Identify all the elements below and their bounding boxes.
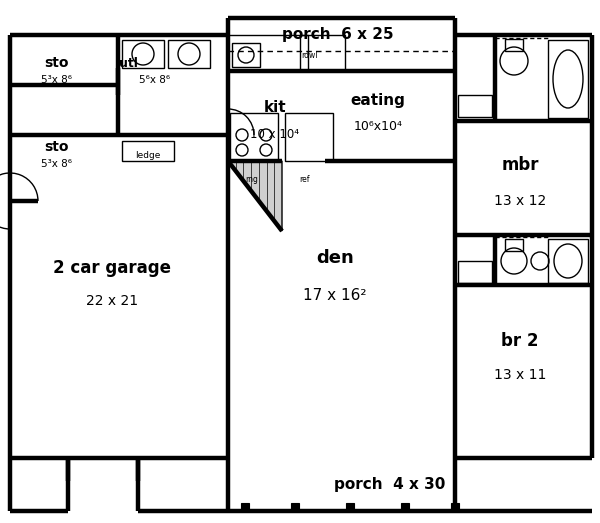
Text: rng: rng — [245, 175, 259, 184]
Text: ledge: ledge — [136, 152, 161, 161]
Polygon shape — [228, 161, 282, 231]
Text: kit: kit — [263, 100, 286, 116]
Text: eating: eating — [350, 94, 406, 108]
Text: 17 x 16²: 17 x 16² — [303, 288, 367, 302]
Bar — [451, 503, 459, 511]
Text: 13 x 12: 13 x 12 — [494, 194, 546, 208]
Text: 5⁶x 8⁶: 5⁶x 8⁶ — [139, 75, 170, 85]
Bar — [168, 40, 210, 68]
Bar — [285, 113, 333, 161]
Bar — [458, 95, 492, 117]
Text: 10 x 10⁴: 10 x 10⁴ — [251, 129, 299, 142]
Bar — [122, 40, 164, 68]
Text: rdwl: rdwl — [302, 51, 318, 60]
Text: 2 car garage: 2 car garage — [53, 259, 171, 277]
Bar — [122, 141, 174, 161]
Text: br 2: br 2 — [501, 332, 539, 350]
Text: 22 x 21: 22 x 21 — [86, 294, 138, 308]
Text: 5³x 8⁶: 5³x 8⁶ — [41, 159, 73, 169]
Bar — [291, 503, 299, 511]
Bar — [401, 503, 409, 511]
Text: 13 x 11: 13 x 11 — [494, 368, 546, 382]
Bar — [458, 261, 492, 283]
Text: sto: sto — [45, 140, 69, 154]
Text: sto: sto — [45, 56, 69, 70]
Bar — [548, 239, 588, 283]
Text: porch  4 x 30: porch 4 x 30 — [334, 476, 446, 492]
Bar — [232, 43, 260, 67]
Bar — [230, 113, 278, 161]
Bar — [505, 239, 523, 251]
Bar — [241, 503, 249, 511]
Text: ref: ref — [300, 175, 310, 184]
Text: 10⁶x10⁴: 10⁶x10⁴ — [353, 120, 403, 133]
Text: den: den — [316, 249, 354, 267]
Text: utl: utl — [119, 56, 137, 70]
Text: mbr: mbr — [501, 156, 539, 174]
Bar — [505, 39, 523, 51]
Text: porch  6 x 25: porch 6 x 25 — [282, 28, 394, 42]
Text: 5³x 8⁶: 5³x 8⁶ — [41, 75, 73, 85]
Bar — [346, 503, 354, 511]
Bar — [228, 35, 308, 71]
Bar — [300, 35, 345, 71]
Bar — [548, 40, 588, 118]
